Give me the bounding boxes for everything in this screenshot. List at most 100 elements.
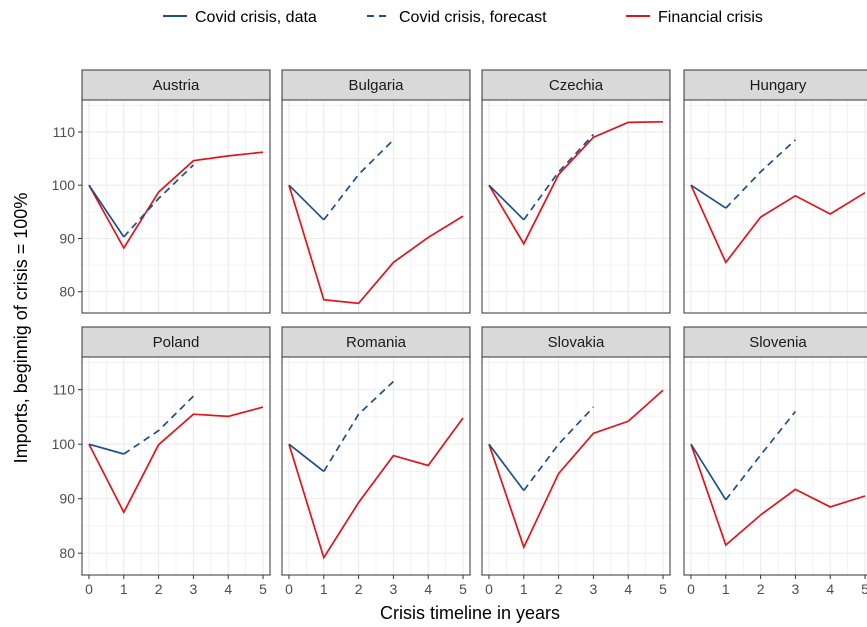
panel-czechia: Czechia <box>481 69 671 314</box>
x-tick-label: 5 <box>659 581 667 597</box>
y-tick-label: 80 <box>59 545 75 561</box>
x-tick-label: 4 <box>224 581 232 597</box>
x-tick-label: 1 <box>320 581 328 597</box>
series-financial-crisis <box>690 184 866 265</box>
x-tick-label: 5 <box>861 581 867 597</box>
panel-border <box>281 356 471 576</box>
panel-title: Poland <box>153 334 200 351</box>
series-financial-crisis <box>288 184 464 305</box>
panel-slovenia: Slovenia <box>683 326 867 576</box>
x-tick-label: 4 <box>826 581 834 597</box>
series-covid-data <box>88 443 125 455</box>
series-financial-crisis <box>690 443 866 547</box>
axes: 80 90 100 110 80 90 100 110 0 1 2 3 4 5 0 1 2 3 4 5 0 1 2 3 4 5 0 1… <box>52 124 867 597</box>
panel-title: Romania <box>346 334 407 351</box>
panel-border <box>81 99 271 314</box>
y-axis-title: Imports, beginnig of crisis = 100% <box>11 193 31 464</box>
chart-panels: Austria Bulgaria Czechia Hungary Poland Roman… <box>81 69 867 576</box>
x-tick-label: 0 <box>85 581 93 597</box>
panel-romania: Romania <box>281 326 471 576</box>
grid <box>82 357 270 575</box>
series-financial-crisis <box>88 151 264 250</box>
panel-border <box>481 99 671 314</box>
panel-background <box>684 100 867 313</box>
y-tick-label: 100 <box>52 436 76 452</box>
x-tick-label: 3 <box>590 581 598 597</box>
panel-title: Hungary <box>750 77 807 94</box>
series-financial-crisis <box>88 406 264 515</box>
legend-label: Covid crisis, forecast <box>399 9 547 26</box>
panel-strip <box>81 326 271 358</box>
panel-slovakia: Slovakia <box>481 326 671 576</box>
series-covid-data <box>690 443 727 501</box>
series-covid-data <box>288 443 325 473</box>
panel-strip <box>683 69 867 101</box>
y-tick-label: 90 <box>59 230 75 246</box>
legend-item: Financial crisis <box>626 9 763 26</box>
panel-border <box>683 99 867 314</box>
series-covid-forecast <box>323 139 394 221</box>
y-tick-label: 110 <box>53 124 76 140</box>
panel-title: Slovakia <box>548 334 605 351</box>
x-tick-label: 3 <box>792 581 800 597</box>
panel-strip <box>281 69 471 101</box>
legend-label: Financial crisis <box>658 9 763 26</box>
series-covid-data <box>488 443 525 492</box>
x-tick-label: 1 <box>520 581 528 597</box>
series-financial-crisis <box>288 417 464 560</box>
series-covid-forecast <box>725 410 797 501</box>
panel-border <box>81 356 271 576</box>
grid <box>684 100 867 313</box>
panel-title: Czechia <box>549 77 604 94</box>
panel-title: Austria <box>153 77 200 94</box>
x-tick-label: 2 <box>155 581 163 597</box>
panel-strip <box>481 326 671 358</box>
series-covid-forecast <box>725 139 796 209</box>
legend-item: Covid crisis, forecast <box>367 9 547 26</box>
x-tick-label: 5 <box>459 581 467 597</box>
panel-strip <box>281 326 471 358</box>
series-financial-crisis <box>488 120 664 246</box>
series-covid-data <box>488 184 525 221</box>
panel-hungary: Hungary <box>683 69 867 314</box>
x-tick-label: 0 <box>687 581 695 597</box>
x-tick-label: 2 <box>555 581 563 597</box>
x-tick-label: 5 <box>259 581 267 597</box>
x-axis-title: Crisis timeline in years <box>380 603 560 623</box>
panel-border <box>481 356 671 576</box>
x-tick-label: 3 <box>190 581 198 597</box>
x-tick-label: 3 <box>390 581 398 597</box>
panel-strip <box>81 69 271 101</box>
panel-border <box>281 99 471 314</box>
series-covid-forecast <box>323 380 394 472</box>
series-covid-data <box>690 184 727 209</box>
x-tick-label: 1 <box>120 581 128 597</box>
panel-bulgaria: Bulgaria <box>281 69 471 314</box>
panel-border <box>683 356 867 576</box>
series-covid-data <box>288 184 325 221</box>
panel-title: Slovenia <box>749 334 807 351</box>
series-covid-forecast <box>123 395 194 455</box>
x-tick-label: 0 <box>485 581 493 597</box>
panel-strip <box>683 326 867 358</box>
panel-title: Bulgaria <box>348 77 404 94</box>
y-tick-label: 90 <box>59 491 75 507</box>
grid <box>684 357 867 575</box>
grid <box>82 100 270 313</box>
series-financial-crisis <box>488 389 664 550</box>
y-tick-label: 80 <box>59 284 75 300</box>
x-tick-label: 4 <box>424 581 432 597</box>
x-tick-label: 4 <box>624 581 632 597</box>
series-covid-data <box>88 184 125 238</box>
grid <box>482 100 670 313</box>
panel-poland: Poland <box>81 326 271 576</box>
x-tick-label: 0 <box>285 581 293 597</box>
panel-strip <box>481 69 671 101</box>
legend: Covid crisis, data Covid crisis, forecast… <box>163 9 763 26</box>
grid <box>282 100 470 313</box>
panel-background <box>684 357 867 575</box>
legend-label: Covid crisis, data <box>195 9 317 26</box>
x-tick-label: 2 <box>355 581 363 597</box>
legend-item: Covid crisis, data <box>163 9 317 26</box>
